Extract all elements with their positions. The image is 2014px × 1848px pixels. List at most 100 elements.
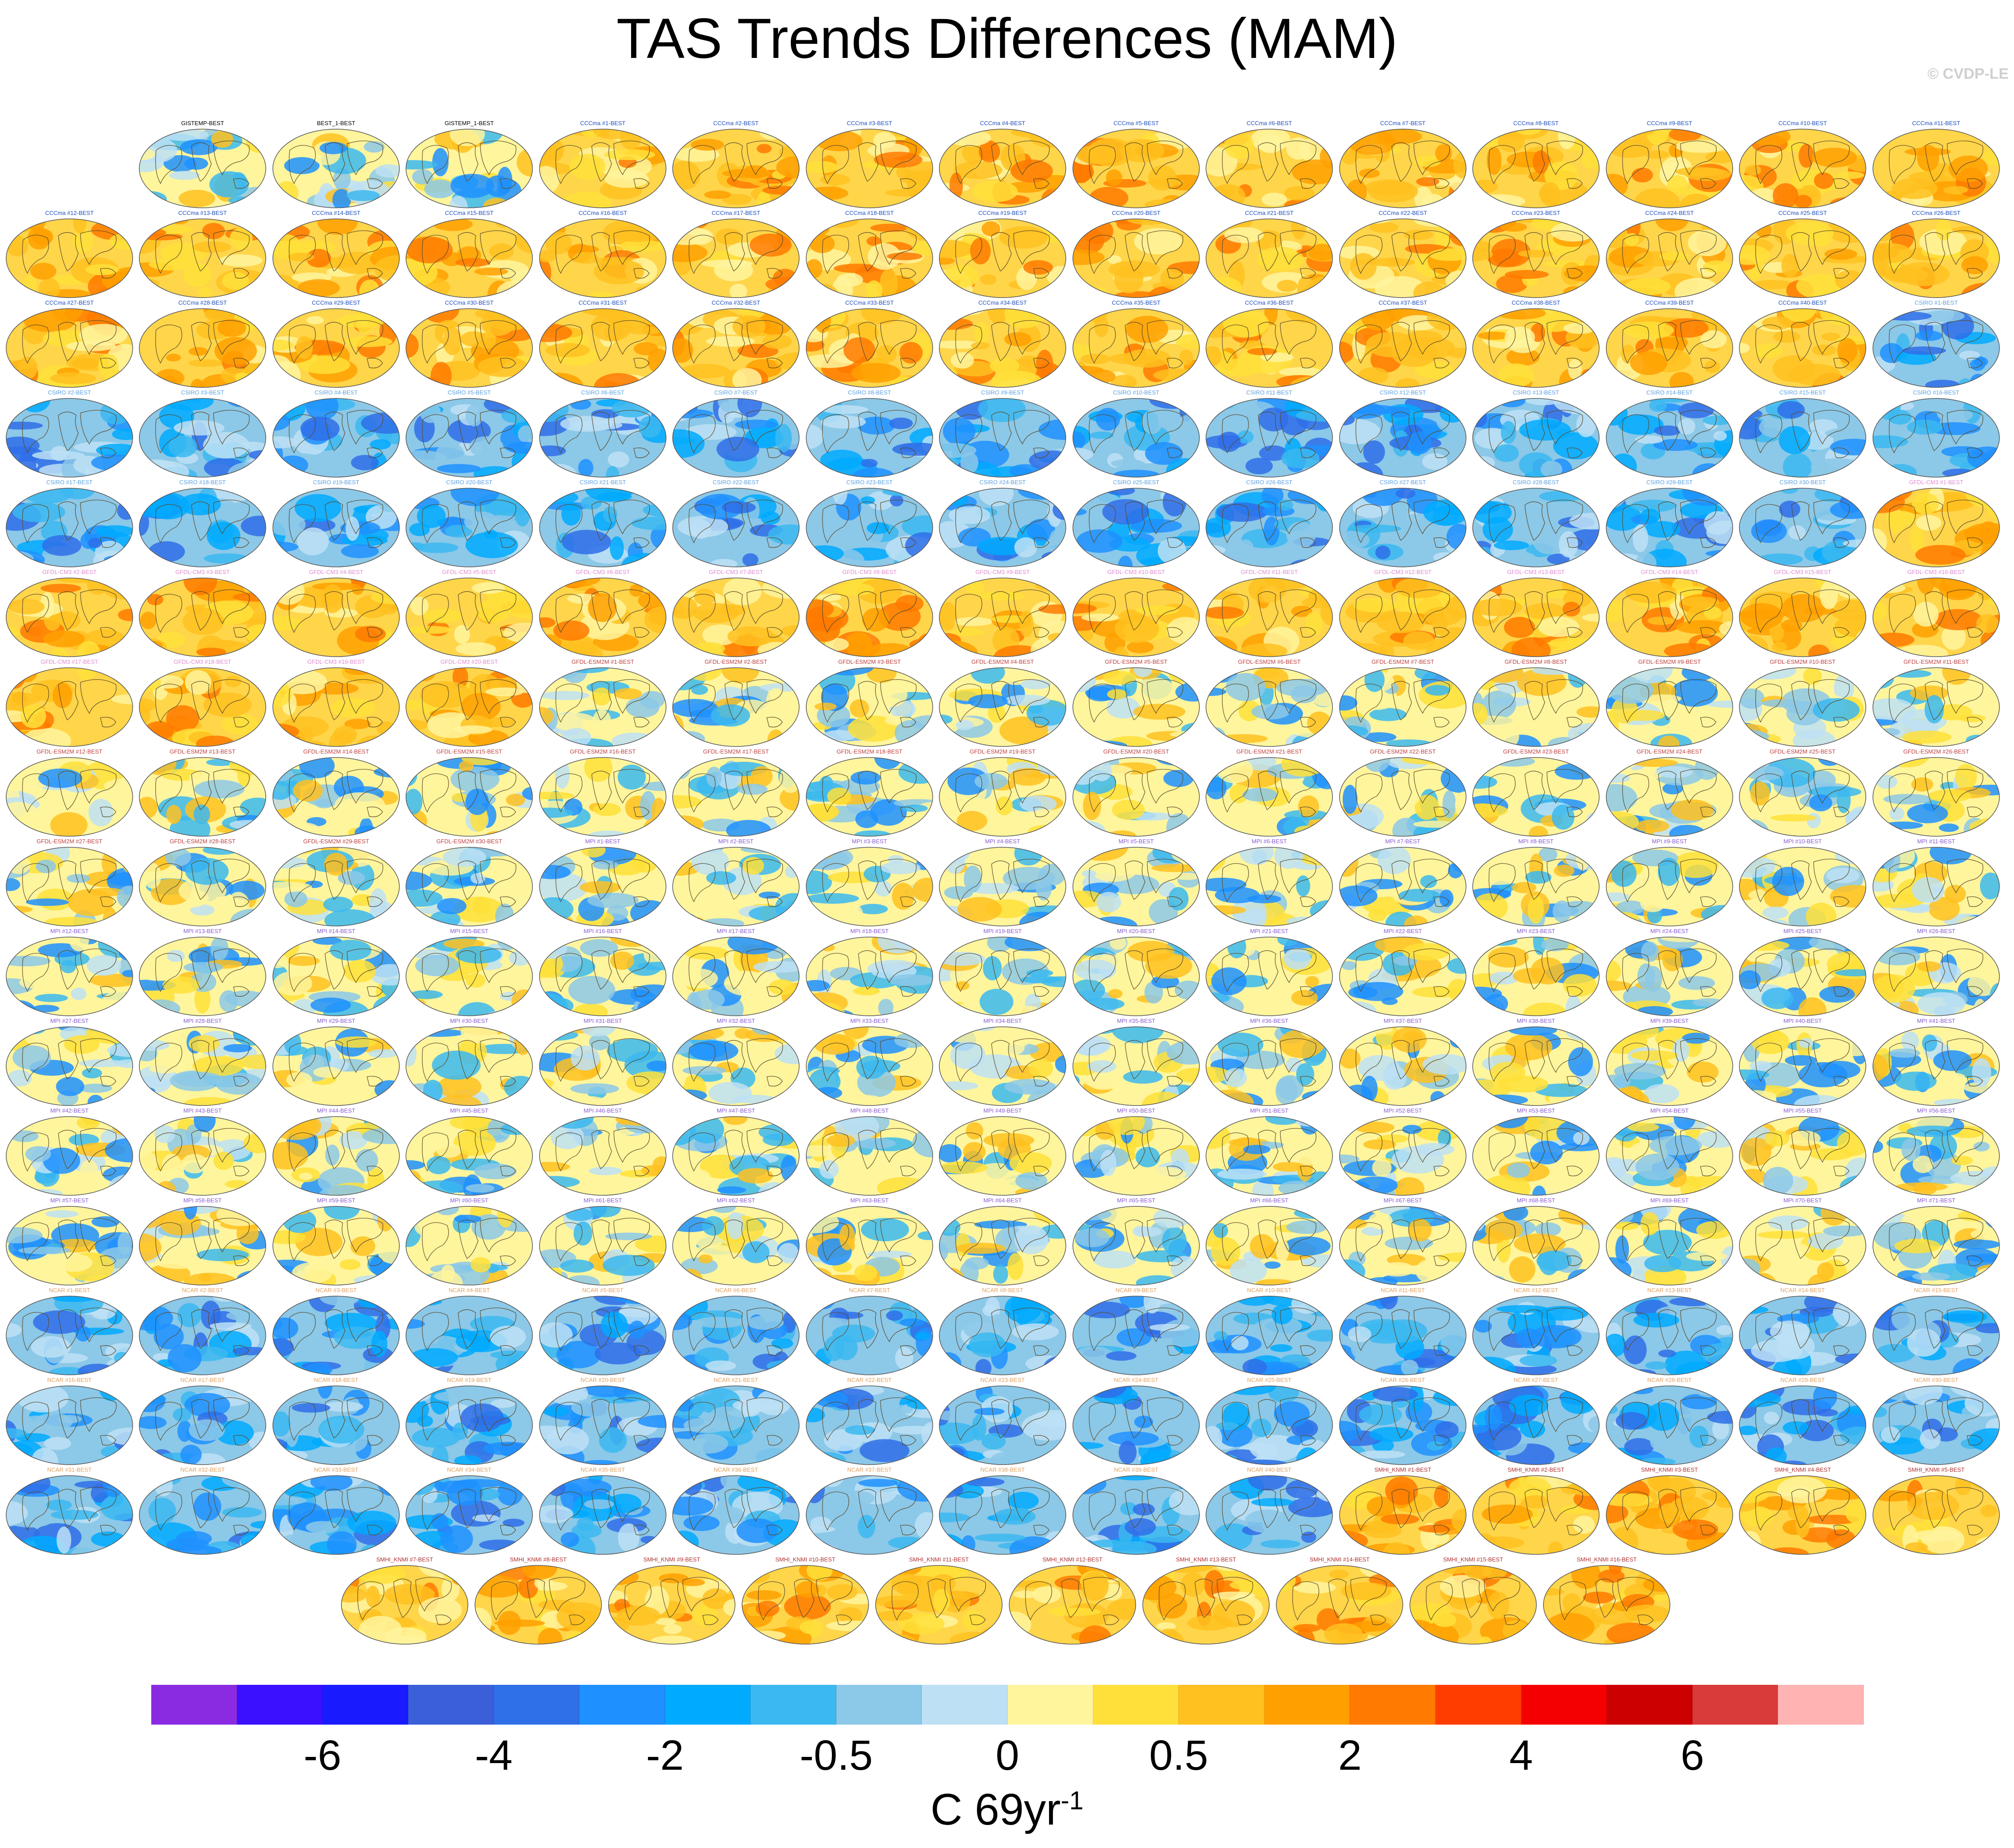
map-panel: MPI #8-BEST [1472,838,1600,928]
globe-map [1206,578,1333,657]
map-panel: GFDL-ESM2M #30-BEST [405,838,533,928]
map-panel: MPI #40-BEST [1738,1017,1867,1108]
map-panel: SMHI_KNMI #8-BEST [474,1556,602,1646]
panel-title: MPI #8-BEST [1518,838,1554,845]
map-panel: MPI #70-BEST [1738,1197,1867,1287]
panel-title: CCCma #35-BEST [1112,299,1160,306]
panel-title: MPI #37-BEST [1383,1018,1422,1024]
map-panel: CSIRO #22-BEST [672,478,800,569]
panel-title: MPI #67-BEST [1383,1197,1422,1204]
globe-map [806,1026,933,1106]
panel-title: NCAR #7-BEST [849,1287,890,1293]
map-panel: CCCma #31-BEST [539,299,667,390]
globe-map [539,1475,666,1555]
map-panel: CSIRO #11-BEST [1205,389,1333,479]
panel-title: NCAR #33-BEST [314,1466,359,1473]
panel-title: SMHI_KNMI #13-BEST [1176,1556,1236,1563]
panel-title: CSIRO #8-BEST [848,389,891,396]
map-panel: GFDL-CM3 #20-BEST [405,658,533,749]
map-panel: GFDL-ESM2M #27-BEST [5,838,134,928]
globe-map [1072,1026,1200,1106]
panel-title: GFDL-CM3 #16-BEST [1907,569,1965,575]
globe-map [1206,1385,1333,1465]
map-panel: CCCma #33-BEST [805,299,934,390]
globe-map [406,398,533,478]
globe-map [672,667,800,747]
figure-title: TAS Trends Differences (MAM) [616,7,1398,70]
globe-map [1206,398,1333,478]
map-panel: CCCma #35-BEST [1072,299,1200,390]
panel-title: MPI #65-BEST [1117,1197,1156,1204]
globe-map [1872,308,2000,388]
panel-title: NCAR #1-BEST [49,1287,90,1293]
panel-title: CCCma #18-BEST [845,210,894,216]
map-panel: NCAR #32-BEST [138,1466,267,1557]
map-panel: GFDL-CM3 #2-BEST [5,568,134,659]
map-panel: MPI #11-BEST [1872,838,2000,928]
globe-map [139,1026,266,1106]
globe-map [539,218,666,298]
map-panel: CSIRO #24-BEST [938,478,1067,569]
panel-title: NCAR #22-BEST [847,1377,892,1383]
panel-title: GFDL-ESM2M #23-BEST [1503,748,1569,755]
map-panel: MPI #2-BEST [672,838,800,928]
panel-title: NCAR #26-BEST [1380,1377,1425,1383]
map-panel: MPI #29-BEST [272,1017,400,1108]
globe-map [1206,1206,1333,1286]
map-panel: CSIRO #20-BEST [405,478,533,569]
map-panel: CCCma #6-BEST [1205,119,1333,210]
map-panel: MPI #48-BEST [805,1107,934,1198]
panel-title: NCAR #12-BEST [1513,1287,1558,1293]
panel-title: CSIRO #2-BEST [48,389,91,396]
globe-map [1543,1565,1670,1645]
map-panel: NCAR #7-BEST [805,1286,934,1377]
globe-map [1739,937,1866,1016]
panel-title: CCCma #24-BEST [1645,210,1694,216]
globe-map [1339,1116,1466,1196]
globe-map [406,1116,533,1196]
panel-title: GFDL-ESM2M #6-BEST [1238,658,1301,665]
panel-title: GFDL-CM3 #13-BEST [1507,569,1565,575]
panel-title: GFDL-CM3 #2-BEST [42,569,97,575]
globe-map [1142,1565,1270,1645]
globe-map [806,1296,933,1375]
globe-map [139,308,266,388]
globe-map [806,398,933,478]
map-panel: SMHI_KNMI #7-BEST [341,1556,469,1646]
map-panel: NCAR #2-BEST [138,1286,267,1377]
globe-map [1739,847,1866,926]
map-panel: CSIRO #18-BEST [138,478,267,569]
globe-map [1206,667,1333,747]
panel-title: MPI #44-BEST [317,1107,356,1114]
map-panel: MPI #19-BEST [938,927,1067,1018]
map-panel: MPI #17-BEST [672,927,800,1018]
globe-map [1339,1296,1466,1375]
globe-map [939,1385,1066,1465]
globe-map [1872,847,2000,926]
map-panel: CCCma #5-BEST [1072,119,1200,210]
globe-map [1472,1385,1600,1465]
globe-map [6,1116,133,1196]
map-panel: MPI #45-BEST [405,1107,533,1198]
map-panel: GFDL-CM3 #10-BEST [1072,568,1200,659]
globe-map [139,1475,266,1555]
globe-map [1472,1026,1600,1106]
panel-title: GFDL-ESM2M #1-BEST [571,658,634,665]
globe-map [139,757,266,837]
globe-map [806,1475,933,1555]
panel-title: MPI #1-BEST [585,838,620,845]
map-panel: GFDL-ESM2M #1-BEST [539,658,667,749]
panel-title: CCCma #33-BEST [845,299,894,306]
globe-map [406,129,533,208]
panel-title: GFDL-CM3 #1-BEST [1909,479,1964,486]
panel-title: MPI #58-BEST [183,1197,222,1204]
globe-map [672,398,800,478]
globe-map [1739,757,1866,837]
panel-title: MPI #50-BEST [1117,1107,1156,1114]
globe-map [272,1296,400,1375]
map-panel: CCCma #37-BEST [1339,299,1467,390]
panel-title: NCAR #16-BEST [47,1377,92,1383]
panel-title: GFDL-ESM2M #27-BEST [36,838,103,845]
map-panel: GFDL-ESM2M #17-BEST [672,748,800,838]
map-panel: NCAR #11-BEST [1339,1286,1467,1377]
